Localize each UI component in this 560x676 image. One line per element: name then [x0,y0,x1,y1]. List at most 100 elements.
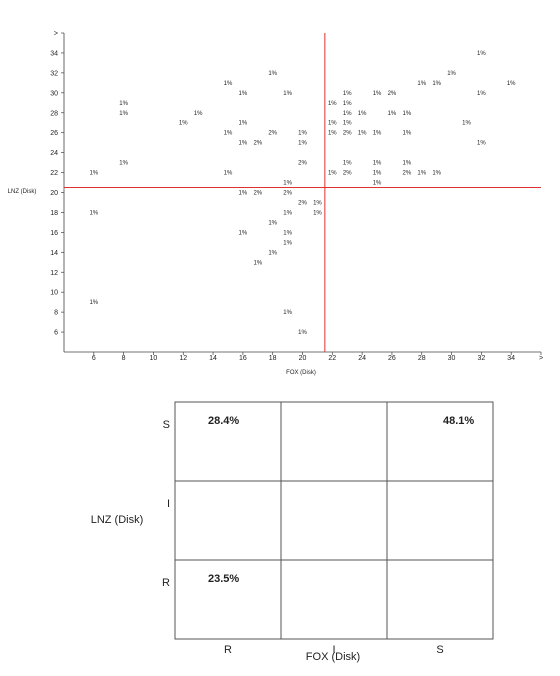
point-label: 1% [343,121,352,127]
grid-border [174,401,494,640]
point-label: 1% [358,131,367,137]
point-label: 1% [283,210,292,216]
point-label: 1% [283,91,292,97]
x-tick-label: 8 [122,355,126,362]
point-label: 2% [283,191,292,197]
y-tick-label: 12 [50,270,58,277]
y-tick-label: 28 [50,110,58,117]
y-axis-ticks: 6 8 10 12 14 16 18 20 22 24 26 28 30 32 34 > [50,31,64,337]
grid-y-label: LNZ (Disk) [91,514,144,526]
point-label: 1% [477,51,486,57]
point-label: 1% [417,171,426,177]
grid-cell-value: 23.5% [208,573,239,585]
y-tick-label: 16 [50,230,58,237]
point-label: 2% [268,131,277,137]
point-label: 1% [283,230,292,236]
point-label: 1% [447,71,456,77]
point-label: 1% [358,111,367,117]
point-label: 1% [224,131,233,137]
point-label: 1% [373,131,382,137]
x-tick-label: > [539,355,543,362]
grid-column-label: I [332,644,335,656]
point-label: 1% [477,91,486,97]
y-tick-label: 32 [50,70,58,77]
point-label: 1% [373,171,382,177]
point-label: 2% [298,200,307,206]
x-axis-ticks: 6 8 10 12 14 16 18 20 22 24 26 28 30 32 34 > [92,352,543,362]
point-label: 1% [224,81,233,87]
grid-cell-value: 28.4% [208,415,239,427]
point-label: 1% [328,131,337,137]
x-tick-label: 10 [150,355,158,362]
grid-lines [174,401,494,640]
x-tick-label: 16 [239,355,247,362]
point-label: 1% [432,81,441,87]
point-label: 1% [373,161,382,167]
x-tick-label: 14 [209,355,217,362]
y-tick-label: 18 [50,210,58,217]
point-label: 1% [268,250,277,256]
point-label: 1% [388,111,397,117]
point-label: 1% [373,91,382,97]
point-label: 1% [328,171,337,177]
x-tick-label: 34 [507,355,515,362]
x-axis-label: FOX (Disk) [286,370,316,376]
x-tick-label: 26 [388,355,396,362]
point-label: 1% [268,71,277,77]
point-label: 1% [403,161,412,167]
point-label: 2% [253,141,262,147]
point-label: 1% [179,121,188,127]
point-label: 1% [462,121,471,127]
x-tick-label: 32 [477,355,485,362]
point-label: 1% [89,300,98,306]
point-label: 2% [253,191,262,197]
point-label: 1% [119,161,128,167]
point-label: 1% [119,111,128,117]
y-tick-label: 14 [50,250,58,257]
point-label: 1% [313,200,322,206]
point-label: 1% [313,210,322,216]
point-label: 1% [373,181,382,187]
scatter-plot: 6 8 10 12 14 16 18 20 22 24 26 28 30 32 34 > 6 8 10 12 14 16… [8,31,543,377]
point-label: 1% [507,81,516,87]
point-label: 1% [239,91,248,97]
point-label: 1% [343,111,352,117]
plot-frame [63,33,541,353]
y-tick-label: 24 [50,150,58,157]
point-label: 1% [328,101,337,107]
grid-row-label: S [163,419,170,431]
x-tick-label: 12 [179,355,187,362]
breakpoint-lines [64,33,541,352]
grid-row-label: R [162,577,170,589]
point-label: 2% [343,131,352,137]
grid-cells: 28.4% 48.1% 23.5% [208,415,474,585]
point-label: 1% [403,131,412,137]
point-label: 1% [283,181,292,187]
y-tick-label: > [54,31,58,38]
y-axis-label: LNZ (Disk) [8,189,37,195]
point-label: 1% [417,81,426,87]
y-tick-label: 26 [50,130,58,137]
y-tick-label: 6 [54,330,58,337]
grid-cell-value: 48.1% [443,415,474,427]
point-label: 1% [298,131,307,137]
point-label: 2% [343,171,352,177]
x-tick-label: 28 [418,355,426,362]
point-label: 1% [239,121,248,127]
x-tick-label: 30 [448,355,456,362]
y-tick-label: 10 [50,290,58,297]
point-label: 1% [432,171,441,177]
grid-column-label: R [224,644,232,656]
point-label: 1% [89,210,98,216]
point-label: 2% [403,171,412,177]
point-label: 1% [298,141,307,147]
point-label: 1% [119,101,128,107]
y-tick-label: 20 [50,190,58,197]
x-tick-label: 20 [299,355,307,362]
point-label: 1% [343,101,352,107]
category-grid: 28.4% 48.1% 23.5% R I S S I R FOX (Disk) LNZ (… [91,401,494,663]
point-label: 1% [239,141,248,147]
x-tick-label: 22 [328,355,336,362]
point-label: 1% [477,141,486,147]
y-tick-label: 8 [54,310,58,317]
